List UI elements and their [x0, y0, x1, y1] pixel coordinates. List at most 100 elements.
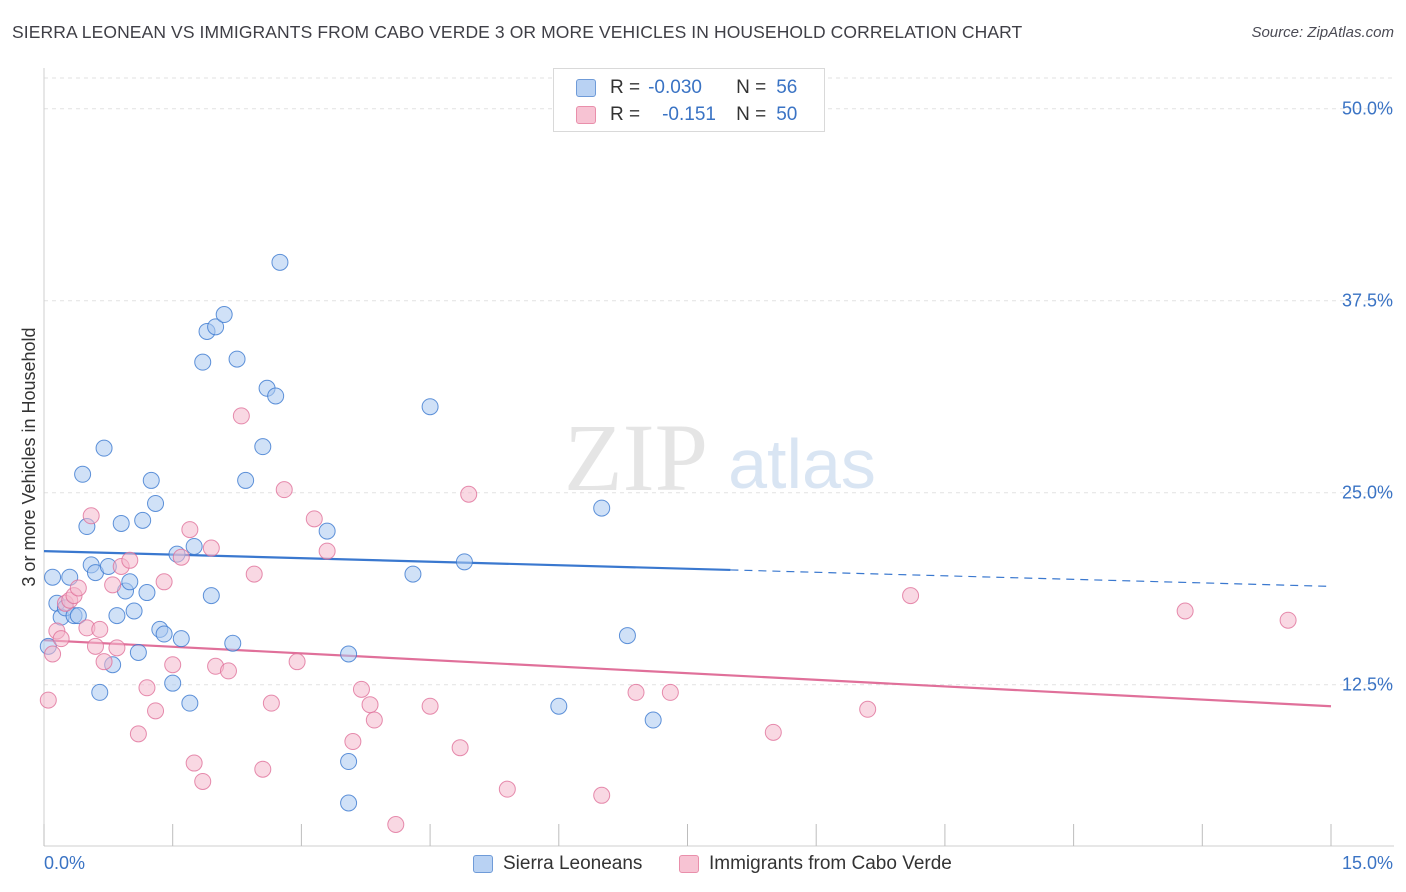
legend-n-value: 50	[776, 104, 798, 125]
y-tick-label: 25.0%	[1342, 483, 1393, 503]
cabo-verde-point	[108, 639, 126, 657]
watermark-atlas: atlas	[728, 425, 876, 503]
cabo-verde-point	[95, 653, 113, 671]
sierra-leoneans-point	[271, 253, 289, 271]
sierra-leoneans-point	[340, 794, 358, 812]
cabo-verde-point	[365, 711, 383, 729]
cabo-verde-point	[164, 656, 182, 674]
sierra-leoneans-point	[318, 522, 336, 540]
cabo-verde-point	[593, 786, 611, 804]
cabo-verde-point	[1279, 611, 1297, 629]
sierra-leoneans-point	[237, 471, 255, 489]
sierra-leoneans-point	[207, 318, 225, 336]
cabo-verde-point	[219, 662, 237, 680]
cabo-verde-point	[232, 407, 250, 425]
sierra-leoneans-point	[95, 439, 113, 457]
cabo-verde-point	[202, 539, 220, 557]
cabo-verde-point	[460, 485, 478, 503]
sierra-leoneans-point	[455, 553, 473, 571]
sierra-leoneans-point	[421, 398, 439, 416]
sierra-leoneans-point	[125, 602, 143, 620]
legend-r-label: R =	[610, 77, 641, 98]
legend-n-value: 56	[776, 77, 798, 98]
sierra-leoneans-point	[593, 499, 611, 517]
cabo-verde-point	[82, 507, 100, 525]
sierra-leoneans-point	[142, 471, 160, 489]
legend-r-value: -0.030	[648, 77, 702, 98]
cabo-verde-point	[181, 521, 199, 539]
cabo-verde-trend-line	[43, 639, 1332, 708]
cabo-verde-point	[305, 510, 323, 528]
cabo-verde-point	[44, 645, 62, 663]
cabo-verde-point	[129, 725, 147, 743]
sierra-leoneans-point	[224, 634, 242, 652]
cabo-verde-point	[318, 542, 336, 560]
legend-swatch-blue	[576, 79, 596, 97]
chart-title: SIERRA LEONEAN VS IMMIGRANTS FROM CABO V…	[12, 22, 1023, 42]
cabo-verde-point	[275, 481, 293, 499]
cabo-verde-point	[627, 683, 645, 701]
cabo-verde-point	[86, 637, 104, 655]
sierra-leoneans-point	[164, 674, 182, 692]
bottom-legend-sierra-leoneans: Sierra Leoneans	[473, 851, 642, 877]
sierra-leoneans-point	[138, 584, 156, 602]
sierra-leoneans-point	[618, 627, 636, 645]
sierra-leoneans-trend-extension	[730, 569, 1332, 588]
sierra-leoneans-point	[202, 587, 220, 605]
cabo-verde-point	[254, 760, 272, 778]
sierra-leoneans-point	[129, 643, 147, 661]
y-tick-label: 50.0%	[1342, 99, 1393, 119]
sierra-leoneans-point	[340, 753, 358, 771]
legend-r-label: R =	[610, 104, 641, 125]
legend-n-label: N =	[736, 77, 767, 98]
cabo-verde-point	[361, 696, 379, 714]
sierra-leoneans-point	[74, 465, 92, 483]
sierra-leoneans-point	[215, 306, 233, 324]
sierra-leoneans-point	[91, 683, 109, 701]
sierra-leoneans-point	[550, 697, 568, 715]
cabo-verde-point	[52, 630, 70, 648]
cabo-verde-point	[262, 694, 280, 712]
sierra-leoneans-point	[185, 537, 203, 555]
cabo-verde-point	[288, 653, 306, 671]
x-tick-label-min: 0.0%	[44, 853, 85, 873]
legend-n-label: N =	[736, 104, 767, 125]
sierra-leoneans-point	[155, 625, 173, 643]
cabo-verde-point	[421, 697, 439, 715]
cabo-verde-point	[91, 620, 109, 638]
sierra-leoneans-point	[194, 353, 212, 371]
cabo-verde-point	[352, 680, 370, 698]
cabo-verde-point	[344, 733, 362, 751]
sierra-leoneans-point	[112, 514, 130, 532]
legend-r-value: -0.151	[662, 104, 716, 125]
cabo-verde-point	[104, 576, 122, 594]
cabo-verde-point	[194, 772, 212, 790]
sierra-leoneans-point	[644, 711, 662, 729]
y-tick-label: 12.5%	[1342, 675, 1393, 695]
legend-row-cabo-verde: R = -0.151 N = 50	[576, 102, 797, 128]
sierra-leoneans-point	[108, 607, 126, 625]
sierra-leoneans-point	[228, 350, 246, 368]
x-tick-label-max: 15.0%	[1342, 853, 1393, 873]
bottom-legend-label-sierra-leoneans: Sierra Leoneans	[503, 853, 643, 874]
cabo-verde-point	[245, 565, 263, 583]
watermark-zip: ZIP	[564, 404, 708, 511]
cabo-verde-point	[185, 754, 203, 772]
cabo-verde-point	[147, 702, 165, 720]
bottom-legend-swatch-blue	[473, 855, 493, 873]
sierra-leoneans-point	[340, 645, 358, 663]
legend-row-sierra-leoneans: R = -0.030 N = 56	[576, 75, 797, 101]
cabo-verde-point	[39, 691, 57, 709]
sierra-leoneans-point	[254, 438, 272, 456]
cabo-verde-point	[172, 548, 190, 566]
source-label: Source: ZipAtlas.com	[1251, 24, 1394, 41]
sierra-leoneans-point	[69, 607, 87, 625]
sierra-leoneans-trend-line	[43, 549, 731, 572]
cabo-verde-point	[661, 683, 679, 701]
cabo-verde-point	[451, 739, 469, 757]
legend-swatch-pink	[576, 106, 596, 124]
sierra-leoneans-point	[181, 694, 199, 712]
y-axis-label: 3 or more Vehicles in Household	[19, 327, 39, 586]
cabo-verde-point	[764, 723, 782, 741]
